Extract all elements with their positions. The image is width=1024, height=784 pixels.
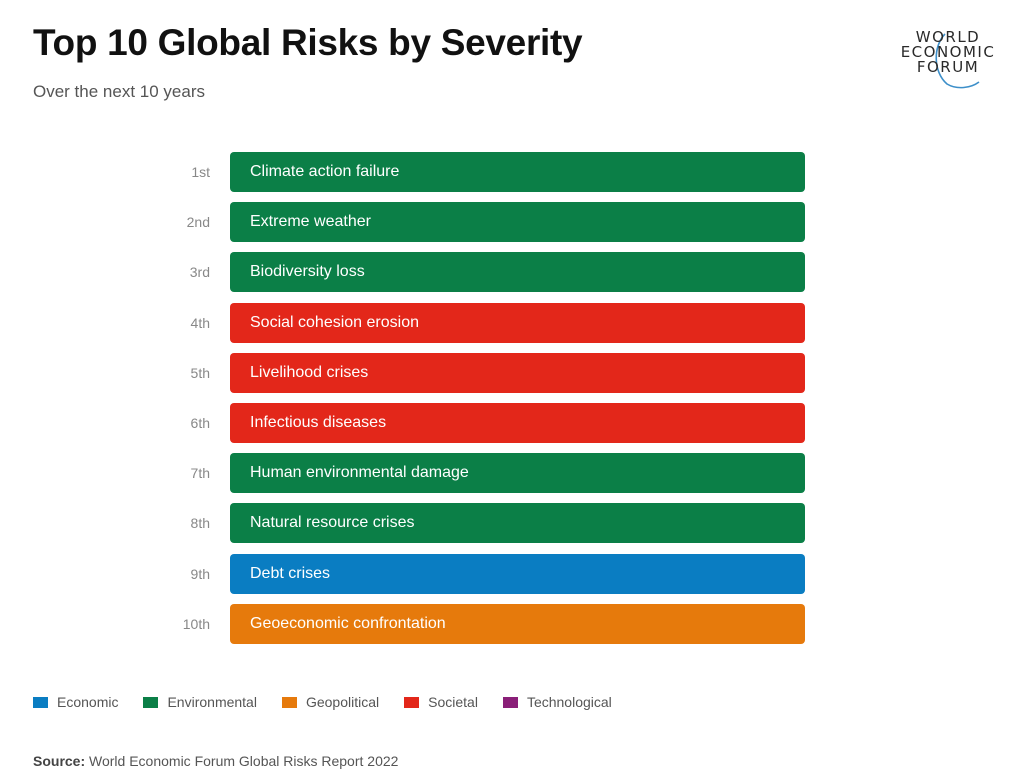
risk-bar: Climate action failure xyxy=(230,152,805,192)
legend-item: Technological xyxy=(502,694,612,710)
legend-swatch xyxy=(33,696,48,708)
wef-logo: WORLD ECONOMIC FORUM xyxy=(893,28,1003,92)
risk-bar: Natural resource crises xyxy=(230,503,805,544)
risk-label: Infectious diseases xyxy=(250,414,387,431)
legend-label: Societal xyxy=(428,694,478,710)
risk-label: Debt crises xyxy=(250,564,331,582)
risk-label: Natural resource crises xyxy=(250,514,415,532)
risk-bar: Extreme weather xyxy=(230,202,805,243)
rank-label: 8th xyxy=(190,515,210,532)
rank-label: 3rd xyxy=(189,264,210,281)
logo-line-2: ECONOMIC xyxy=(900,43,996,61)
legend-item: Economic xyxy=(33,694,118,710)
legend-swatch xyxy=(281,696,297,708)
risk-bar: Infectious diseases xyxy=(230,403,805,443)
risk-bar: Social cohesion erosion xyxy=(230,302,805,343)
risk-bar: Debt crises xyxy=(230,553,805,594)
legend-label: Geopolitical xyxy=(305,694,380,710)
rank-label: 6th xyxy=(190,415,210,431)
rank-label: 1st xyxy=(191,164,210,180)
risk-bar: Geoeconomic confrontation xyxy=(230,603,805,644)
logo-line-1: WORLD xyxy=(915,28,981,46)
legend-label: Technological xyxy=(526,694,612,710)
legend-swatch xyxy=(502,696,518,708)
legend-item: Environmental xyxy=(143,694,257,710)
legend-label: Economic xyxy=(57,694,119,710)
risk-label: Climate action failure xyxy=(250,163,400,180)
rank-label: 2nd xyxy=(186,214,210,231)
risk-label: Livelihood crises xyxy=(250,363,369,381)
rank-label: 7th xyxy=(190,465,210,482)
risk-label: Geoeconomic confrontation xyxy=(250,614,446,632)
chart-subtitle: Over the next 10 years xyxy=(33,82,205,101)
legend-label: Environmental xyxy=(167,694,257,710)
risk-bar: Human environmental damage xyxy=(230,453,805,494)
logo-swoosh-icon xyxy=(935,33,980,89)
rank-label: 9th xyxy=(190,565,210,582)
legend-item: Geopolitical xyxy=(281,694,380,710)
source-note: Source: World Economic Forum Global Risk… xyxy=(33,753,398,769)
risk-bar: Livelihood crises xyxy=(230,352,805,393)
risk-label: Biodiversity loss xyxy=(250,263,365,281)
legend-swatch xyxy=(404,696,420,708)
rank-label: 5th xyxy=(190,364,210,381)
legend: Economic Environmental Geopolitical Societa… xyxy=(33,694,637,710)
legend-swatch xyxy=(143,696,159,708)
legend-item: Societal xyxy=(404,694,478,710)
rank-label: 4th xyxy=(190,314,210,331)
risk-bar: Biodiversity loss xyxy=(230,252,805,293)
risk-label: Human environmental damage xyxy=(250,464,469,482)
risk-label: Extreme weather xyxy=(250,213,371,231)
chart-title: Top 10 Global Risks by Severity xyxy=(33,22,583,63)
rank-label: 10th xyxy=(182,615,210,632)
logo-line-3: FORUM xyxy=(916,58,980,76)
source-text: World Economic Forum Global Risks Report… xyxy=(85,753,399,769)
source-label: Source: xyxy=(33,753,86,769)
risk-label: Social cohesion erosion xyxy=(250,313,419,331)
